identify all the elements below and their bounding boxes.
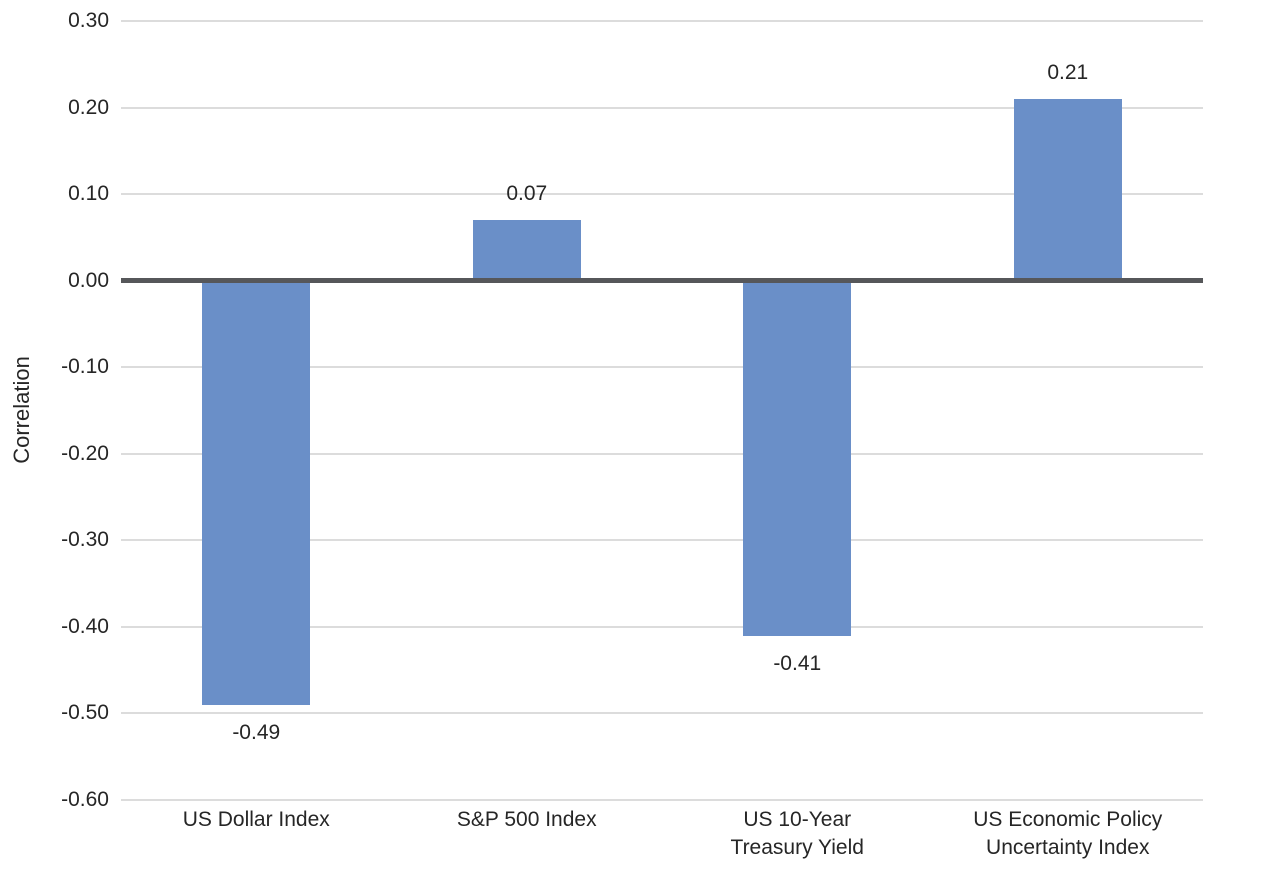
gridline (121, 625, 1203, 628)
y-tick-label: 0.20 (68, 95, 109, 119)
x-category-label-us-economic-policy-uncertainty-index: US Economic Policy Uncertainty Index (973, 808, 1163, 859)
y-tick-label: -0.30 (61, 528, 109, 552)
y-tick-label: 0.00 (68, 268, 109, 292)
y-tick-label: 0.30 (68, 9, 109, 32)
y-tick-label: -0.40 (61, 614, 109, 638)
plot-area: -0.49 0.07 -0.41 0.21 (121, 20, 1203, 801)
gridline (121, 20, 1203, 22)
gridline (121, 712, 1203, 715)
data-label-us-10-year-treasury-yield: -0.41 (773, 651, 822, 675)
y-tick-label: -0.10 (61, 355, 109, 379)
y-tick-label: 0.10 (68, 182, 109, 206)
y-tick-label: -0.60 (61, 788, 109, 811)
gridline (121, 539, 1203, 542)
bar-s-p-500-index (472, 220, 581, 281)
x-axis-category-labels: US Dollar Index S&P 500 Index US 10-Year T… (121, 806, 1203, 862)
x-category-label-us-10-year-treasury-yield: US 10-Year Treasury Yield (730, 808, 864, 859)
y-tick-label: -0.20 (61, 441, 109, 465)
bar-us-dollar-index (202, 280, 311, 705)
x-category-label-s-p-500-index: S&P 500 Index (456, 808, 597, 831)
gridline (121, 452, 1203, 455)
x-category-label-us-dollar-index: US Dollar Index (182, 808, 330, 831)
data-label-s-p-500-index: 0.07 (506, 182, 548, 206)
y-tick-label: -0.50 (61, 701, 109, 725)
bar-us-10-year-treasury-yield (743, 280, 852, 636)
gridline (121, 193, 1203, 196)
bar-us-economic-policy-uncertainty-index (1013, 98, 1122, 281)
data-label-us-economic-policy-uncertainty-index: 0.21 (1047, 60, 1089, 84)
gridline (121, 799, 1203, 801)
y-axis-tick-labels: 0.30 0.20 0.10 0.00 -0.10 -0.20 -0.30 -0.40 -0.5… (0, 0, 109, 886)
data-label-us-dollar-index: -0.49 (232, 720, 281, 744)
gridline (121, 106, 1203, 109)
gridline (121, 366, 1203, 369)
zero-axis-line (121, 278, 1203, 284)
